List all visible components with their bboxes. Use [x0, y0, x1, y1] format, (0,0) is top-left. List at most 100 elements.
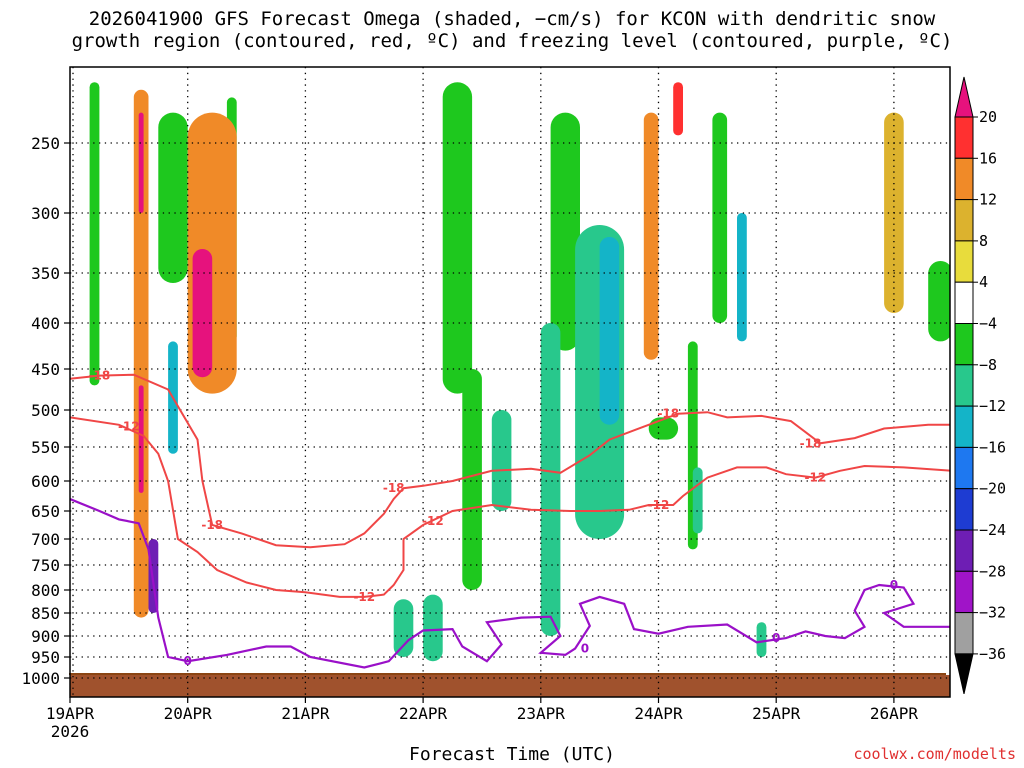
title-line-1: 2026041900 GFS Forecast Omega (shaded, −…	[88, 8, 936, 30]
omega-region	[192, 249, 213, 378]
y-tick-label: 1000	[21, 669, 60, 688]
omega-region	[138, 112, 144, 213]
colorbar-label: 16	[979, 149, 997, 167]
contour-label: 0	[184, 654, 192, 668]
colorbar-label: −20	[979, 480, 1006, 498]
colorbar-swatch	[954, 240, 974, 283]
contour-label: 0	[772, 631, 780, 645]
contour-label: -18	[800, 436, 822, 450]
x-axis-label: Forecast Time (UTC)	[409, 744, 615, 765]
colorbar-label: 4	[979, 273, 988, 291]
credit-link[interactable]: coolwx.com/modelts	[853, 745, 1016, 763]
colorbar-swatch	[954, 446, 974, 490]
x-tick-label: 22APR	[399, 704, 448, 723]
y-tick-label: 600	[31, 472, 60, 491]
colorbar-label: −12	[979, 397, 1006, 415]
y-tick-label: 500	[31, 401, 60, 420]
colorbar-swatch	[954, 323, 974, 366]
y-tick-label: 900	[31, 627, 60, 646]
colorbar-top-arrow	[954, 76, 974, 118]
y-tick-label: 300	[31, 204, 60, 223]
colorbar-swatch	[954, 570, 974, 614]
omega-shading	[89, 82, 950, 662]
colorbar-swatch	[954, 405, 974, 448]
y-tick-label: 650	[31, 502, 60, 521]
colorbar-label: −28	[979, 562, 1006, 580]
colorbar-label: 20	[979, 108, 997, 126]
dgz-minus18-contour	[70, 373, 950, 549]
y-tick-label: 400	[31, 314, 60, 333]
omega-region	[383, 453, 404, 528]
colorbar-label: −24	[979, 521, 1006, 539]
contour-label: -18	[89, 369, 111, 383]
freezing-level-contour	[70, 497, 950, 669]
colorbar-label: −8	[979, 356, 997, 374]
y-tick-label: 350	[31, 264, 60, 283]
omega-region	[89, 82, 100, 386]
contour-label: 0	[581, 642, 589, 656]
omega-region	[737, 213, 747, 342]
omega-region	[668, 82, 688, 440]
contour-label: 0	[890, 578, 898, 592]
omega-region	[442, 82, 473, 394]
y-tick-label: 950	[31, 648, 60, 667]
y-tick-label: 550	[31, 438, 60, 457]
chart-title: 2026041900 GFS Forecast Omega (shaded, −…	[0, 8, 1024, 52]
y-tick-label: 800	[31, 581, 60, 600]
contour-label: -18	[201, 518, 223, 532]
omega-region	[462, 369, 482, 590]
contour-label: -12	[648, 498, 670, 512]
colorbar-swatch	[954, 157, 974, 201]
dgz-minus12-contour	[70, 416, 950, 598]
omega-region	[756, 622, 767, 657]
contours	[70, 373, 950, 669]
y-axis: 250 300 350 400 450 500 550 600 650 700 750 800 850 9…	[21, 134, 70, 688]
omega-region	[712, 112, 728, 323]
colorbar-swatch	[954, 364, 974, 407]
omega-region	[393, 599, 414, 657]
plot-frame	[69, 66, 951, 698]
omega-region	[158, 112, 188, 283]
colorbar-swatch	[954, 488, 974, 531]
colorbar-swatch	[954, 116, 974, 159]
colorbar-swatch	[954, 529, 974, 572]
omega-region	[692, 467, 703, 534]
x-tick-year: 2026	[51, 722, 90, 741]
colorbar-swatch	[954, 281, 974, 325]
omega-region	[133, 89, 149, 618]
ground-edge	[69, 673, 946, 675]
omega-region	[491, 410, 512, 511]
y-tick-label: 850	[31, 604, 60, 623]
x-tick-label: 26APR	[870, 704, 919, 723]
omega-region	[668, 599, 757, 645]
colorbar: 20 16 12 8 4 −4 −8 −12 −16 −20 −24 −28 −32 −36	[954, 76, 1006, 695]
grid-lines	[70, 67, 950, 697]
omega-region	[413, 97, 433, 454]
omega-region	[550, 112, 580, 351]
x-tick-label: 21APR	[281, 704, 330, 723]
omega-region	[805, 303, 831, 394]
contour-label: -12	[118, 419, 140, 433]
omega-region	[781, 447, 816, 539]
x-tick-label: 19APR	[46, 704, 95, 723]
y-tick-label: 750	[31, 556, 60, 575]
omega-region	[673, 82, 683, 136]
colorbar-swatch	[954, 199, 974, 242]
contour-label: -18	[383, 481, 405, 495]
omega-region	[619, 453, 659, 493]
x-tick-label: 23APR	[517, 704, 566, 723]
omega-region	[643, 112, 659, 360]
omega-region	[540, 323, 561, 636]
omega-region	[339, 249, 365, 378]
contour-labels: -18 -18 -18 -18 -18 -12 -12 -12 -12 -12 0 0 0 0	[89, 369, 899, 669]
omega-region	[423, 594, 443, 662]
colorbar-label: −32	[979, 604, 1006, 622]
omega-region	[599, 237, 620, 425]
colorbar-label: −4	[979, 315, 997, 333]
colorbar-label: 12	[979, 191, 997, 209]
omega-region	[138, 385, 144, 493]
x-tick-label: 25APR	[752, 704, 801, 723]
colorbar-label: 8	[979, 232, 988, 250]
